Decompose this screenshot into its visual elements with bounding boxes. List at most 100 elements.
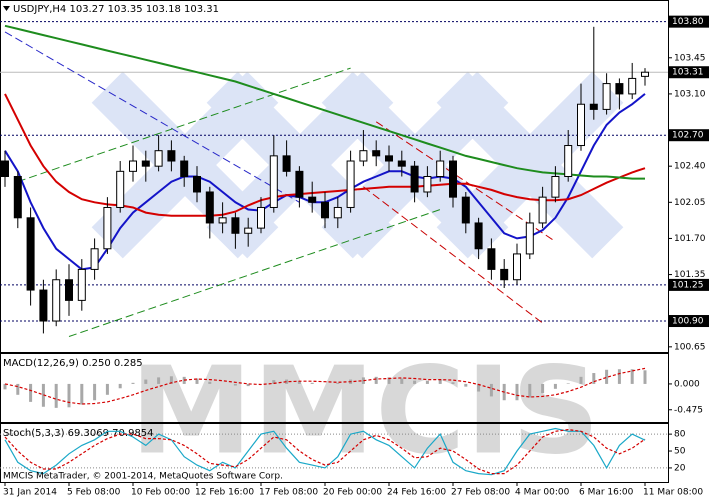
- level-label-box: [669, 129, 709, 142]
- candle-body: [333, 206, 342, 219]
- histogram-bar: [528, 383, 532, 398]
- series-line: [4, 367, 646, 405]
- histogram-bar: [297, 381, 301, 384]
- histogram-bar: [464, 383, 468, 387]
- indicator-title: Stoch(5,3,3) 69.3069 70.9854: [3, 428, 154, 439]
- y-tick-label: 101.35: [674, 270, 706, 280]
- candle-body: [423, 176, 432, 193]
- histogram-bar: [617, 369, 621, 384]
- x-tick-label: 12 Feb 16:00: [195, 488, 254, 498]
- histogram-bar: [477, 383, 481, 392]
- candle-body: [39, 289, 48, 322]
- histogram-bar: [553, 383, 557, 389]
- y-tick-label: 102.40: [674, 162, 706, 172]
- candle-body: [282, 155, 291, 172]
- candle-body: [231, 217, 240, 234]
- candle-body: [525, 222, 534, 255]
- candle-body: [641, 71, 649, 77]
- level-label-box: [669, 278, 709, 291]
- x-tick-label: 11 Mar 08:00: [643, 488, 703, 498]
- histogram-bar: [105, 383, 109, 395]
- series-line: [4, 428, 646, 475]
- x-tick-label: 10 Feb 00:00: [131, 488, 190, 498]
- histogram-bar: [131, 382, 135, 384]
- indicator-title: MACD(12,26,9) 0.250 0.285: [3, 358, 143, 369]
- histogram-bar: [118, 383, 122, 389]
- x-tick-label: 4 Mar 00:00: [515, 488, 570, 498]
- candle-body: [167, 150, 176, 162]
- histogram-bar: [80, 383, 84, 405]
- x-tick-label: 24 Feb 16:00: [387, 488, 446, 498]
- histogram-bar: [272, 380, 276, 384]
- candle-body: [295, 170, 304, 198]
- candle-body: [589, 103, 598, 110]
- histogram-bar: [566, 383, 570, 384]
- candle-body: [500, 268, 509, 281]
- candle-body: [321, 201, 329, 219]
- candle-body: [308, 196, 317, 203]
- trendline: [363, 186, 543, 324]
- candle-body: [577, 103, 585, 147]
- x-tick-label: 31 Jan 2014: [3, 488, 57, 498]
- panel-frame: [0, 423, 669, 483]
- histogram-bar: [310, 382, 314, 384]
- candle-body: [513, 253, 521, 281]
- level-label: 102.70: [672, 131, 704, 141]
- candle-body: [129, 160, 137, 172]
- candle-body: [1, 160, 9, 178]
- histogram-bar: [400, 378, 404, 384]
- panel-frame: [0, 0, 669, 353]
- histogram-bar: [387, 377, 391, 384]
- current-price-box: [669, 66, 709, 79]
- x-tick-label: 20 Feb 00:00: [323, 488, 382, 498]
- candle-body: [538, 196, 547, 224]
- panel-frame: [0, 353, 669, 423]
- histogram-bar: [605, 369, 609, 384]
- menu-triangle: [3, 6, 10, 11]
- candle-body: [385, 155, 393, 162]
- candle-body: [564, 145, 573, 178]
- candle-body: [205, 191, 214, 224]
- candle-body: [65, 279, 73, 301]
- candle-body: [474, 222, 483, 250]
- histogram-bar: [425, 380, 429, 384]
- histogram-bar: [541, 383, 545, 394]
- level-label-box: [669, 315, 709, 328]
- histogram-bar: [413, 380, 417, 384]
- candle-body: [180, 160, 189, 178]
- histogram-bar: [592, 373, 596, 384]
- candle-body: [218, 217, 227, 224]
- candle-body: [77, 268, 86, 301]
- histogram-bar: [233, 383, 237, 386]
- candle-body: [52, 279, 61, 322]
- watermark-text: MMCIS: [130, 343, 600, 482]
- level-label: 101.25: [672, 280, 704, 290]
- histogram-bar: [643, 370, 647, 384]
- y-tick-label: 103.10: [674, 89, 706, 99]
- candle-body: [116, 170, 125, 208]
- candle-body: [410, 165, 419, 193]
- histogram-bar: [157, 377, 161, 384]
- histogram-bar: [361, 377, 365, 384]
- histogram-bar: [93, 383, 97, 401]
- candle-body: [628, 77, 637, 95]
- histogram-bar: [246, 383, 250, 387]
- candle-body: [372, 150, 381, 157]
- histogram-bar: [144, 379, 148, 384]
- candle-body: [449, 160, 457, 198]
- histogram-bar: [195, 378, 199, 384]
- level-label: 100.90: [672, 317, 704, 327]
- series-line: [4, 427, 646, 476]
- candle-body: [90, 248, 99, 270]
- y-tick-label: 80: [674, 430, 686, 440]
- trendline: [68, 209, 441, 337]
- candle-body: [615, 83, 624, 95]
- histogram-bar: [579, 376, 583, 384]
- trendline: [17, 67, 351, 183]
- candle-body: [602, 83, 611, 110]
- level-label-box: [669, 15, 709, 28]
